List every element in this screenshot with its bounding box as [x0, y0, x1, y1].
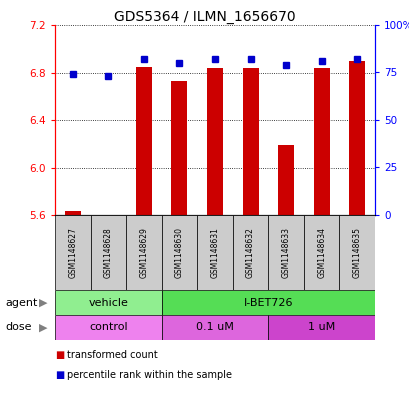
- Text: GSM1148633: GSM1148633: [281, 227, 290, 278]
- Bar: [100, 215, 116, 217]
- Text: GSM1148629: GSM1148629: [139, 227, 148, 278]
- Bar: [135, 66, 151, 215]
- Text: 0.1 uM: 0.1 uM: [196, 323, 234, 332]
- Text: GSM1148631: GSM1148631: [210, 227, 219, 278]
- Bar: [126, 215, 161, 290]
- Bar: [161, 315, 267, 340]
- Bar: [55, 290, 161, 315]
- Text: ■: ■: [55, 350, 64, 360]
- Bar: [171, 81, 187, 215]
- Text: GSM1148627: GSM1148627: [68, 227, 77, 278]
- Bar: [55, 315, 161, 340]
- Text: transformed count: transformed count: [67, 350, 157, 360]
- Text: GDS5364 / ILMN_1656670: GDS5364 / ILMN_1656670: [114, 10, 295, 24]
- Bar: [313, 68, 329, 215]
- Bar: [55, 215, 90, 290]
- Text: agent: agent: [5, 298, 37, 307]
- Bar: [65, 211, 81, 215]
- Bar: [207, 68, 222, 215]
- Text: dose: dose: [5, 323, 31, 332]
- Text: ▶: ▶: [39, 323, 47, 332]
- Text: percentile rank within the sample: percentile rank within the sample: [67, 370, 231, 380]
- Text: control: control: [89, 323, 127, 332]
- Bar: [348, 61, 364, 215]
- Text: vehicle: vehicle: [88, 298, 128, 307]
- Bar: [267, 215, 303, 290]
- Bar: [90, 215, 126, 290]
- Text: ▶: ▶: [39, 298, 47, 307]
- Text: GSM1148632: GSM1148632: [245, 227, 254, 278]
- Bar: [161, 290, 374, 315]
- Text: GSM1148635: GSM1148635: [352, 227, 361, 278]
- Bar: [232, 215, 267, 290]
- Text: 1 uM: 1 uM: [307, 323, 335, 332]
- Text: ■: ■: [55, 370, 64, 380]
- Bar: [277, 145, 293, 215]
- Text: GSM1148630: GSM1148630: [175, 227, 184, 278]
- Text: GSM1148634: GSM1148634: [317, 227, 326, 278]
- Bar: [242, 68, 258, 215]
- Bar: [303, 215, 339, 290]
- Bar: [339, 215, 374, 290]
- Text: I-BET726: I-BET726: [243, 298, 292, 307]
- Bar: [161, 215, 197, 290]
- Text: GSM1148628: GSM1148628: [103, 227, 112, 278]
- Bar: [267, 315, 374, 340]
- Bar: [197, 215, 232, 290]
